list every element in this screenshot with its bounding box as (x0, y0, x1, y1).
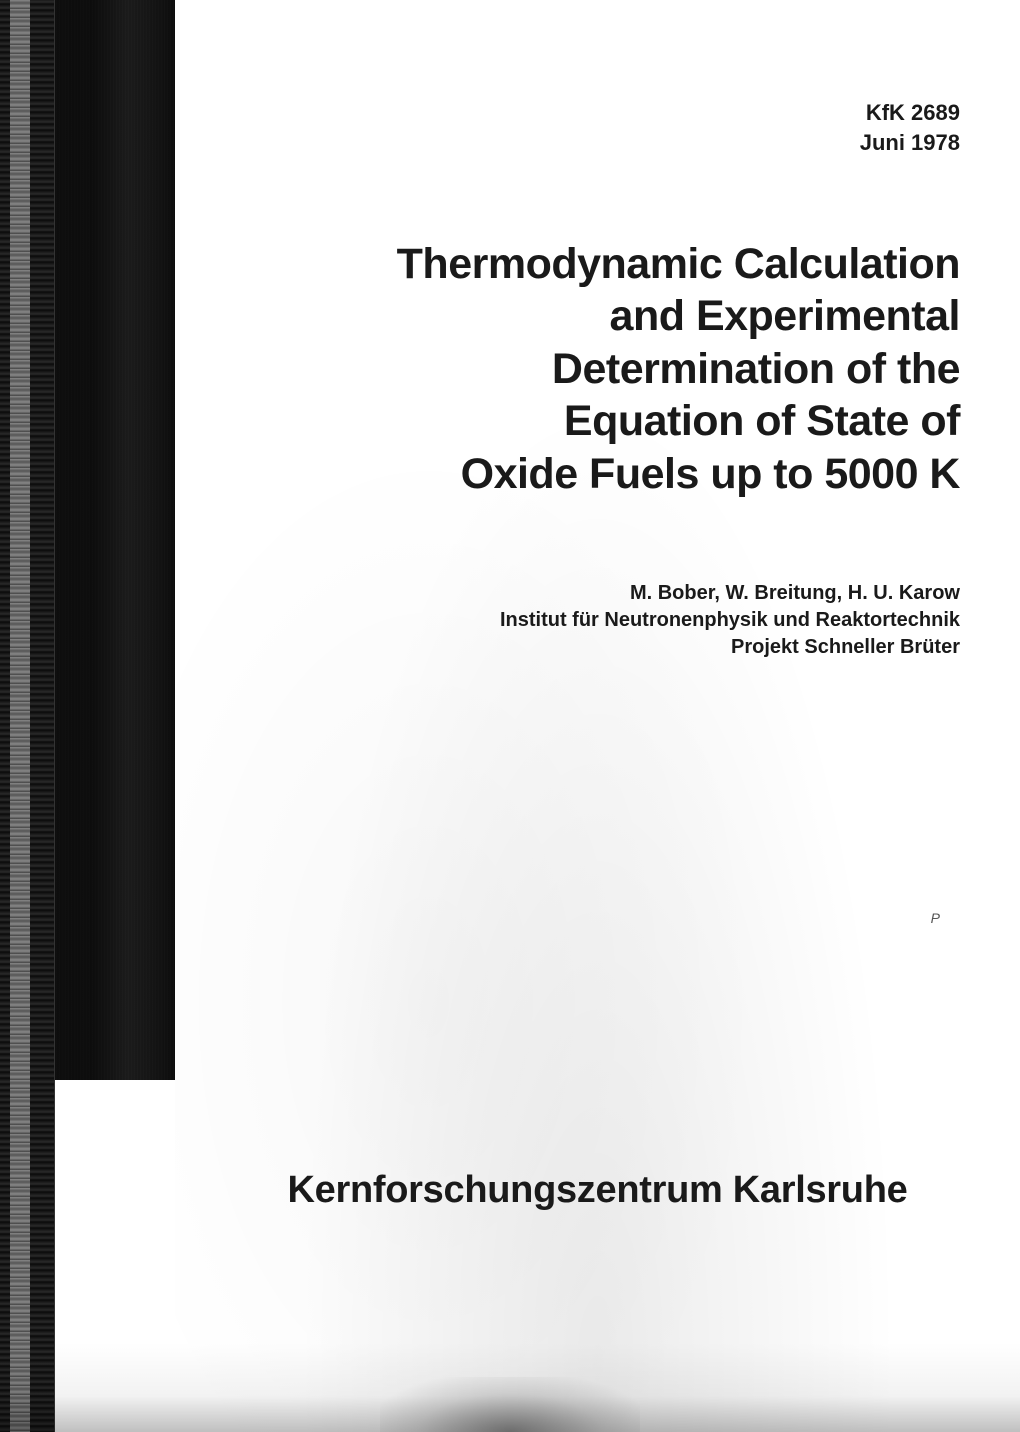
report-meta: KfK 2689 Juni 1978 (860, 98, 960, 157)
title-line-1: Thermodynamic Calculation (397, 238, 960, 290)
project: Projekt Schneller Brüter (500, 634, 960, 661)
binding-detail (55, 0, 175, 1080)
ring-binder (0, 0, 55, 1432)
title-line-2: and Experimental (397, 290, 960, 342)
title-line-4: Equation of State of (397, 395, 960, 447)
report-date: Juni 1978 (860, 128, 960, 158)
institute: Institut für Neutronenphysik und Reaktor… (500, 607, 960, 634)
authors-list: M. Bober, W. Breitung, H. U. Karow (500, 580, 960, 607)
report-number: KfK 2689 (860, 98, 960, 128)
authors-block: M. Bober, W. Breitung, H. U. Karow Insti… (500, 580, 960, 661)
title-line-5: Oxide Fuels up to 5000 K (397, 448, 960, 500)
institution-name: Kernforschungszentrum Karlsruhe (235, 1169, 960, 1212)
title-line-3: Determination of the (397, 343, 960, 395)
binding-shadow (55, 0, 175, 1080)
main-title: Thermodynamic Calculation and Experiment… (397, 238, 960, 500)
page-content: KfK 2689 Juni 1978 Thermodynamic Calcula… (175, 0, 1020, 1432)
